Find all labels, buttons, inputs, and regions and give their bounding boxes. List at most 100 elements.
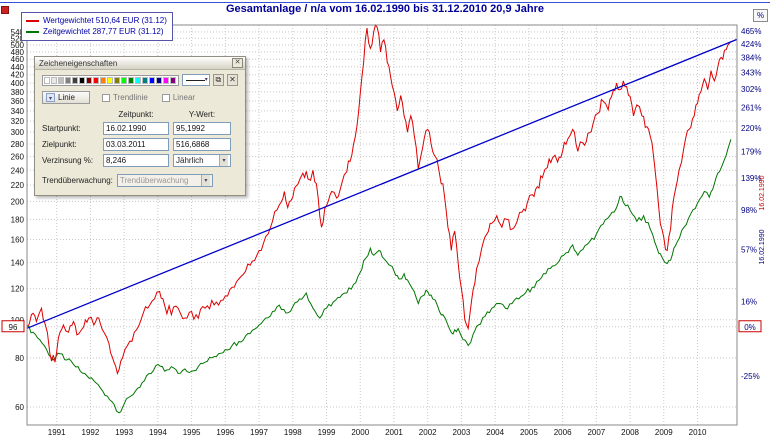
y-tick-label-left: 440: [11, 63, 25, 72]
series-dash-icon: [26, 30, 39, 33]
series-line-wertgewichtet[interactable]: [26, 23, 732, 376]
color-swatch[interactable]: [163, 76, 169, 84]
color-swatch[interactable]: [72, 76, 78, 84]
color-swatch[interactable]: [121, 76, 127, 84]
y-tick-label-left: 480: [11, 48, 25, 57]
axis-base-date-label: 16.02.1990: [759, 175, 766, 210]
y-tick-label-left: 220: [11, 181, 25, 190]
interest-period-dropdown[interactable]: Jährlich ▾: [173, 154, 231, 167]
x-tick-label: 2004: [486, 428, 504, 437]
legend-label: Zeitgewichtet 287,77 EUR (31.12): [43, 27, 164, 36]
delete-icon: ✕: [229, 75, 236, 84]
color-swatch[interactable]: [86, 76, 92, 84]
interest-value-field[interactable]: [103, 154, 169, 167]
y-tick-label-left: 340: [11, 107, 25, 116]
line-style-sample: [186, 79, 205, 81]
color-swatch[interactable]: [79, 76, 85, 84]
y-tick-label-left: 140: [11, 258, 25, 267]
y-tick-label-left: 120: [11, 285, 25, 294]
series-line-zeitgewichtet[interactable]: [26, 139, 732, 414]
x-tick-label: 2005: [520, 428, 538, 437]
color-swatch[interactable]: [65, 76, 71, 84]
color-swatch[interactable]: [44, 76, 50, 84]
trend-line[interactable]: [27, 38, 738, 329]
start-value-field[interactable]: [173, 122, 231, 135]
x-tick-label: 1998: [284, 428, 302, 437]
y-tick-label-right: 139%: [741, 174, 761, 183]
color-swatch[interactable]: [93, 76, 99, 84]
x-tick-label: 1996: [216, 428, 234, 437]
chevron-down-icon: ▾: [204, 77, 208, 83]
y-tick-label-left: 80: [15, 354, 24, 363]
y-tick-label-left: 260: [11, 153, 25, 162]
y-tick-label-left: 300: [11, 128, 25, 137]
linear-checkbox[interactable]: [161, 93, 170, 102]
end-date-field[interactable]: [103, 138, 169, 151]
y-tick-label-left: 200: [11, 197, 25, 206]
series-dash-icon: [26, 19, 39, 22]
time-column-header: Zeitpunkt:: [118, 110, 154, 119]
x-tick-label: 2003: [453, 428, 471, 437]
base-value-label-right: 0%: [744, 323, 756, 332]
interest-label: Verzinsung %:: [42, 156, 94, 165]
chevron-down-icon: ▾: [46, 93, 55, 102]
y-tick-label-left: 160: [11, 236, 25, 245]
color-swatch[interactable]: [142, 76, 148, 84]
dialog-form: Zeitpunkt: Y-Wert: Startpunkt: Zielpunkt…: [42, 110, 238, 167]
y-tick-label-right: 302%: [741, 85, 761, 94]
y-tick-label-left: 380: [11, 88, 25, 97]
end-value-field[interactable]: [173, 138, 231, 151]
color-swatch[interactable]: [107, 76, 113, 84]
base-value-box-left: [1, 320, 25, 333]
copy-style-button[interactable]: ⧉: [212, 74, 224, 86]
dialog-title: Zeicheneigenschaften: [39, 58, 118, 68]
x-tick-label: 1994: [149, 428, 167, 437]
chevron-down-icon: ▾: [200, 175, 210, 186]
color-swatch[interactable]: [170, 76, 176, 84]
line-style-dropdown[interactable]: ▾: [182, 74, 210, 86]
color-swatch[interactable]: [135, 76, 141, 84]
trendline-checkbox-group: Trendlinie: [102, 93, 148, 102]
color-swatch[interactable]: [156, 76, 162, 84]
y-tick-label-right: 343%: [741, 69, 761, 78]
x-tick-label: 2007: [587, 428, 605, 437]
start-point-label: Startpunkt:: [42, 124, 81, 133]
y-tick-label-left: 320: [11, 117, 25, 126]
color-swatch[interactable]: [149, 76, 155, 84]
y-tick-label-right: -25%: [741, 372, 760, 381]
y-tick-label-left: 540: [11, 28, 25, 37]
x-tick-label: 2000: [351, 428, 369, 437]
y-tick-label-right: 179%: [741, 148, 761, 157]
color-swatch[interactable]: [58, 76, 64, 84]
close-icon[interactable]: ✕: [232, 58, 243, 68]
percent-axis-toggle[interactable]: %: [753, 9, 768, 22]
x-tick-label: 2010: [689, 428, 707, 437]
trendline-checkbox[interactable]: [102, 93, 110, 102]
legend-item-zeitgewichtet: Zeitgewichtet 287,77 EUR (31.12): [26, 26, 167, 37]
y-tick-label-right: 384%: [741, 53, 761, 62]
start-date-field[interactable]: [103, 122, 169, 135]
y-tick-label-left: 400: [11, 79, 25, 88]
window-top-border: [0, 2, 770, 3]
y-tick-label-left: 240: [11, 166, 25, 175]
color-swatch[interactable]: [51, 76, 57, 84]
x-tick-label: 2009: [655, 428, 673, 437]
base-value-label-left: 96: [9, 323, 18, 332]
linear-label: Linear: [172, 93, 196, 102]
base-value-box-right: [738, 320, 762, 333]
axis-base-date-label: 16.02.1990: [759, 229, 766, 264]
chart-title: Gesamtanlage / n/a vom 16.02.1990 bis 31…: [226, 3, 544, 15]
dialog-title-bar[interactable]: Zeicheneigenschaften ✕: [35, 57, 245, 70]
y-tick-label-left: 360: [11, 97, 25, 106]
color-swatch[interactable]: [100, 76, 106, 84]
object-type-dropdown[interactable]: ▾ Linie: [42, 91, 90, 104]
x-tick-label: 1999: [318, 428, 336, 437]
color-swatch[interactable]: [128, 76, 134, 84]
trend-monitor-dropdown[interactable]: Trendüberwachung ▾: [116, 174, 213, 187]
y-tick-label-left: 500: [11, 41, 25, 50]
delete-drawing-button[interactable]: ✕: [226, 74, 238, 86]
color-swatch[interactable]: [114, 76, 120, 84]
trendline-label: Trendlinie: [113, 93, 148, 102]
chevron-down-icon: ▾: [219, 155, 228, 166]
